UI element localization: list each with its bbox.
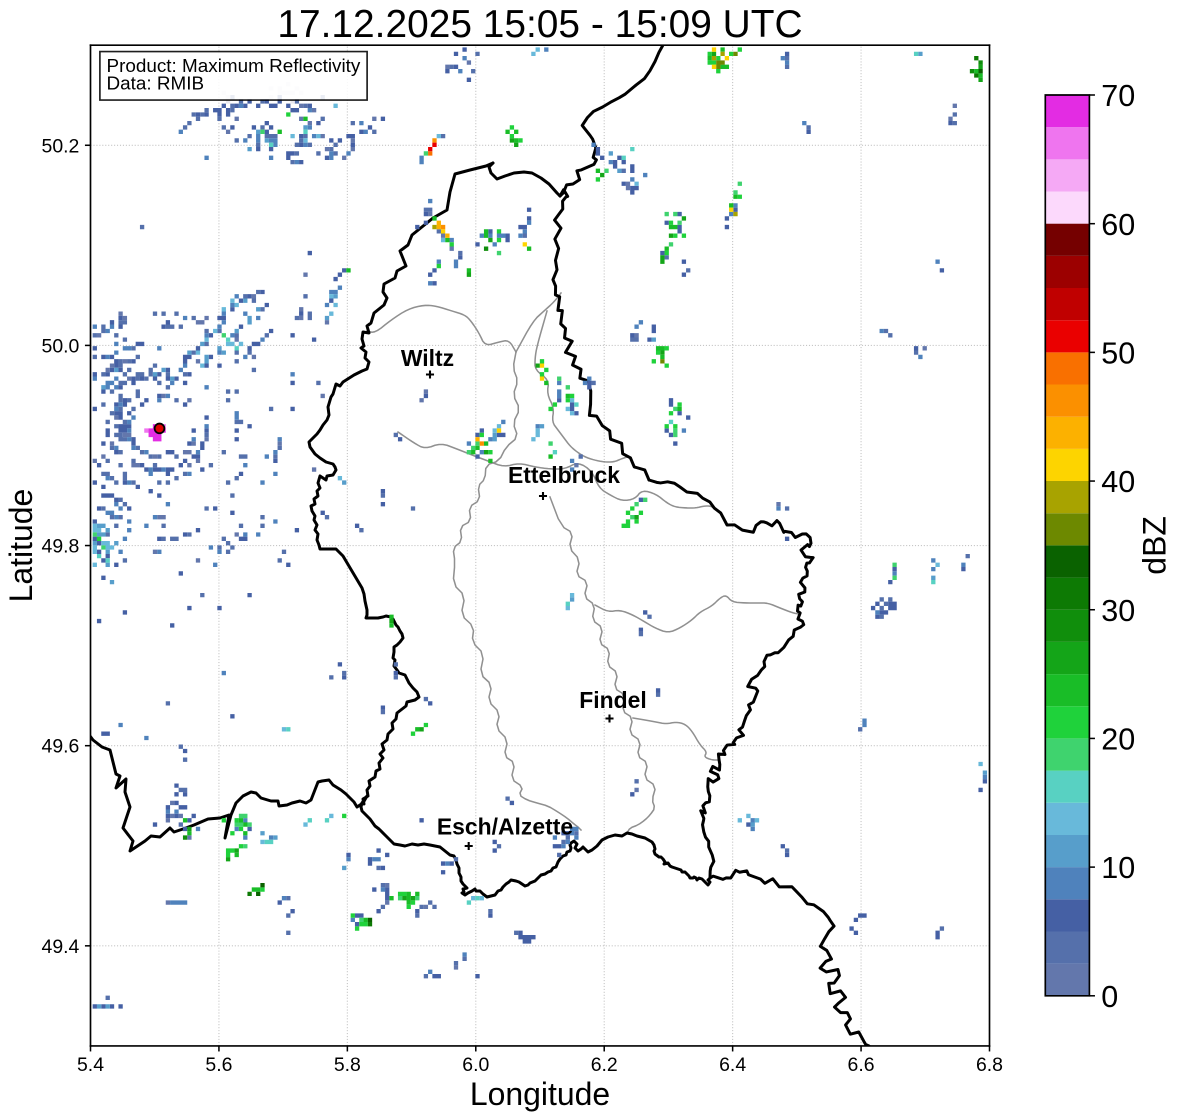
svg-text:5.6: 5.6	[205, 1054, 232, 1076]
svg-text:30: 30	[1101, 594, 1135, 628]
svg-text:Longitude: Longitude	[470, 1076, 610, 1112]
svg-text:70: 70	[1101, 79, 1135, 113]
svg-text:50.0: 50.0	[42, 335, 80, 357]
svg-text:6.0: 6.0	[462, 1054, 489, 1076]
svg-text:17.12.2025 15:05 - 15:09 UTC: 17.12.2025 15:05 - 15:09 UTC	[277, 3, 802, 46]
svg-text:dBZ: dBZ	[1136, 516, 1172, 575]
svg-text:6.2: 6.2	[591, 1054, 618, 1076]
svg-text:50: 50	[1101, 336, 1135, 370]
svg-text:50.2: 50.2	[42, 135, 80, 157]
svg-text:6.4: 6.4	[719, 1054, 746, 1076]
svg-text:40: 40	[1101, 465, 1135, 499]
svg-text:Esch/Alzette: Esch/Alzette	[437, 814, 573, 840]
svg-text:Data: RMIB: Data: RMIB	[107, 73, 205, 94]
svg-text:Wiltz: Wiltz	[401, 345, 454, 371]
svg-text:60: 60	[1101, 208, 1135, 242]
svg-text:6.6: 6.6	[848, 1054, 875, 1076]
svg-text:Ettelbruck: Ettelbruck	[508, 462, 620, 488]
svg-text:Latitude: Latitude	[3, 489, 39, 603]
svg-text:49.6: 49.6	[42, 736, 80, 758]
svg-text:10: 10	[1101, 851, 1135, 885]
svg-text:Product: Maximum Reflectivity: Product: Maximum Reflectivity	[107, 56, 361, 77]
svg-text:5.8: 5.8	[334, 1054, 361, 1076]
svg-text:Findel: Findel	[579, 687, 646, 713]
svg-text:20: 20	[1101, 723, 1135, 757]
svg-text:6.8: 6.8	[976, 1054, 1003, 1076]
svg-text:5.4: 5.4	[77, 1054, 104, 1076]
svg-text:49.4: 49.4	[42, 936, 80, 958]
svg-text:49.8: 49.8	[42, 536, 80, 558]
svg-text:0: 0	[1101, 980, 1118, 1014]
